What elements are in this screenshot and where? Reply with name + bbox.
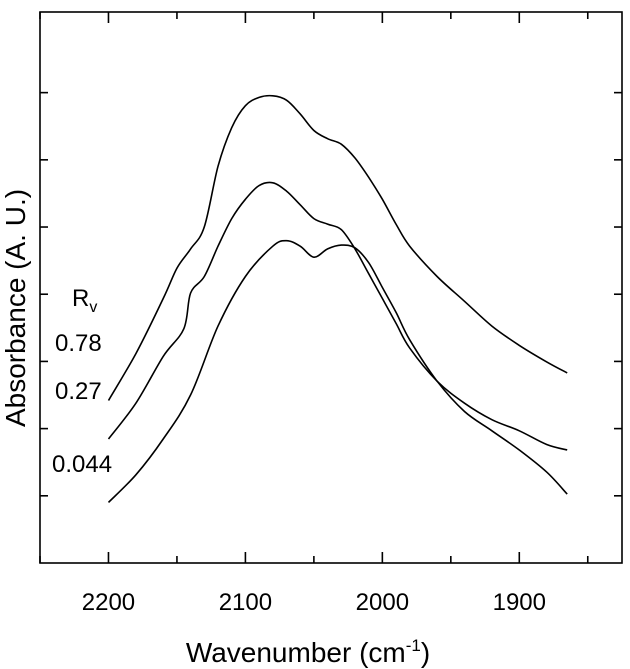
x-tick-label: 2200 bbox=[82, 589, 135, 616]
plot-frame bbox=[39, 11, 623, 564]
axis-ticks bbox=[39, 12, 622, 563]
series-label-0-27: 0.27 bbox=[55, 378, 102, 405]
legend: Rv 0.78 0.27 0.044 bbox=[52, 285, 112, 478]
series-label-0-044: 0.044 bbox=[52, 451, 112, 478]
series-line-2 bbox=[107, 181, 568, 451]
series-line-1 bbox=[107, 94, 568, 401]
x-tick-label: 2000 bbox=[356, 589, 409, 616]
series-line-3 bbox=[107, 239, 568, 503]
series-label-0-78: 0.78 bbox=[55, 330, 102, 357]
x-tick-label: 2100 bbox=[219, 589, 272, 616]
series-curves bbox=[107, 94, 568, 503]
y-axis-title: Absorbance (A. U.) bbox=[0, 189, 31, 427]
legend-title: Rv bbox=[72, 285, 97, 316]
x-tick-labels: 2200 2100 2000 1900 bbox=[82, 589, 546, 616]
x-tick-label: 1900 bbox=[493, 589, 546, 616]
x-axis-title: Wavenumber (cm-1) bbox=[186, 636, 430, 668]
